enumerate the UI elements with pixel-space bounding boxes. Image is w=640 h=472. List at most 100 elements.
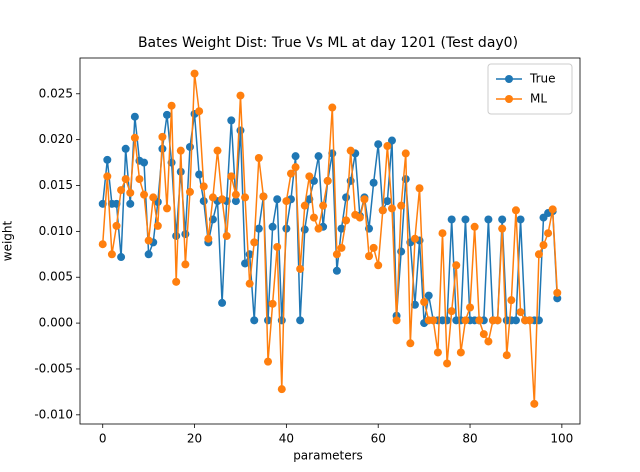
data-point — [213, 146, 222, 155]
data-point — [153, 221, 162, 230]
data-point — [342, 216, 351, 225]
data-point — [415, 184, 424, 193]
data-point — [172, 277, 181, 286]
data-point — [245, 279, 254, 288]
data-point — [337, 224, 346, 233]
y-tick-label: -0.010 — [34, 407, 73, 421]
data-point — [231, 190, 240, 199]
legend: True ML — [487, 63, 573, 115]
data-point — [383, 142, 392, 151]
data-point — [291, 163, 300, 172]
data-point — [530, 399, 539, 408]
data-point — [397, 247, 406, 256]
y-tick-label: 0.000 — [39, 316, 73, 330]
data-point — [190, 69, 199, 78]
data-point — [130, 133, 139, 142]
data-point — [218, 298, 227, 307]
data-point — [470, 222, 479, 231]
data-point — [337, 243, 346, 252]
data-point — [241, 193, 250, 202]
data-point — [498, 215, 507, 224]
data-point — [103, 155, 112, 164]
data-point — [300, 201, 309, 210]
data-point — [475, 316, 484, 325]
data-point — [227, 172, 236, 181]
data-point — [397, 201, 406, 210]
x-tick-label: 100 — [550, 432, 573, 446]
data-point — [378, 206, 387, 215]
data-point — [291, 152, 300, 161]
data-point — [107, 250, 116, 259]
data-point — [516, 308, 525, 317]
data-point — [140, 190, 149, 199]
data-point — [172, 231, 181, 240]
data-point — [167, 101, 176, 110]
data-point — [360, 195, 369, 204]
data-point — [369, 243, 378, 252]
data-point — [286, 169, 295, 178]
data-point — [544, 229, 553, 238]
data-point — [259, 192, 268, 201]
data-point — [195, 107, 204, 116]
data-point — [273, 242, 282, 251]
y-axis-label: weight — [1, 220, 15, 261]
axes-frame — [79, 57, 581, 425]
x-tick-label: 80 — [462, 432, 477, 446]
data-point — [369, 178, 378, 187]
legend-marker — [505, 75, 513, 83]
data-point — [282, 197, 291, 206]
data-point — [319, 201, 328, 210]
data-point — [516, 215, 525, 224]
data-point — [130, 112, 139, 121]
data-point — [231, 197, 240, 206]
data-point — [314, 224, 323, 233]
data-point — [254, 224, 263, 233]
data-point — [420, 298, 429, 306]
legend-marker — [505, 95, 513, 103]
data-point — [264, 316, 273, 325]
data-point — [309, 213, 318, 222]
data-point — [410, 234, 419, 243]
data-point — [433, 348, 442, 357]
data-point — [112, 221, 121, 230]
data-point — [498, 224, 507, 233]
data-point — [241, 259, 250, 268]
x-tick-label: 0 — [99, 432, 107, 446]
data-point — [447, 307, 456, 316]
data-point — [332, 250, 341, 259]
data-point — [438, 229, 447, 238]
data-point — [461, 215, 470, 224]
data-point — [121, 144, 130, 153]
x-axis-label: parameters — [293, 449, 363, 463]
data-point — [264, 357, 273, 366]
data-point — [401, 149, 410, 158]
data-point — [254, 153, 263, 162]
data-point — [227, 116, 236, 125]
data-point — [452, 261, 461, 270]
legend-label: ML — [530, 92, 547, 106]
data-point — [342, 193, 351, 202]
data-point — [553, 288, 562, 297]
data-point — [534, 250, 543, 259]
series-line — [101, 73, 559, 404]
data-point — [305, 172, 314, 181]
data-point — [135, 175, 144, 184]
data-point — [181, 260, 190, 269]
chart-title: Bates Weight Dist: True Vs ML at day 120… — [138, 35, 518, 51]
data-point — [126, 199, 135, 208]
data-point — [140, 158, 149, 167]
data-point — [424, 291, 433, 300]
data-point — [548, 205, 557, 214]
data-point — [355, 213, 364, 222]
y-tick-label: 0.020 — [39, 132, 73, 146]
data-point — [429, 316, 438, 325]
data-point — [250, 238, 259, 247]
data-point — [332, 266, 341, 275]
x-tick-label: 20 — [187, 432, 202, 446]
data-point — [296, 264, 305, 273]
data-point — [117, 186, 126, 195]
data-point — [447, 215, 456, 224]
data-point — [300, 225, 309, 234]
data-point — [461, 316, 470, 325]
data-point — [163, 110, 172, 119]
